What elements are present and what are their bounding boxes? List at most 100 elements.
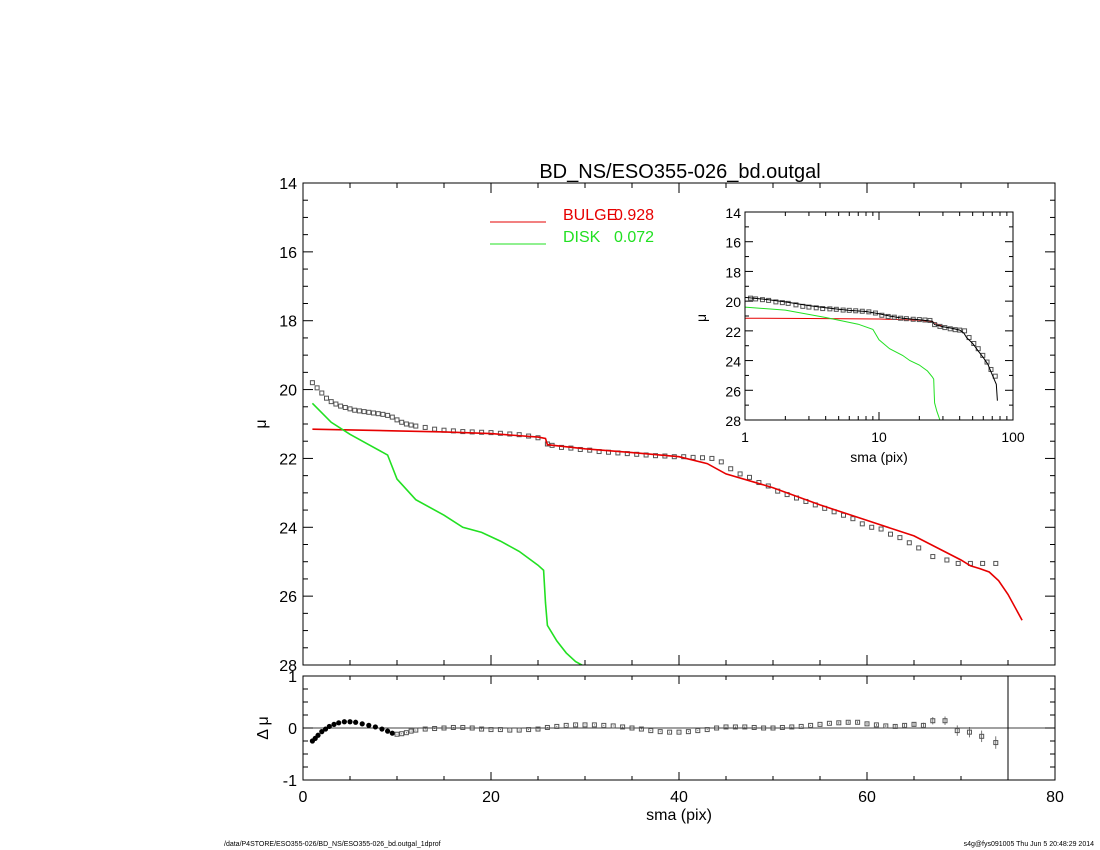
residual-point — [319, 729, 325, 735]
data-point — [944, 557, 950, 563]
footer-file-path: /data/P4STORE/ESO355-026/BD_NS/ESO355-02… — [224, 841, 441, 848]
data-point — [375, 411, 381, 417]
data-point — [389, 414, 395, 420]
y-axis-label: μ — [253, 419, 270, 428]
series-line-disk — [311, 402, 584, 665]
residual-point — [341, 719, 347, 725]
legend-label-disk: DISK — [563, 229, 601, 246]
residual-point — [993, 740, 999, 746]
residual-point — [789, 724, 795, 730]
inset-x-tick-label: 1 — [741, 429, 749, 445]
residual-point — [920, 722, 926, 728]
data-point — [366, 409, 372, 415]
residual-point — [601, 722, 607, 728]
residual-point — [911, 721, 917, 727]
data-point — [352, 407, 358, 413]
residual-point — [403, 730, 409, 736]
residual-point — [372, 724, 378, 730]
data-point — [516, 432, 522, 438]
inset-data-point — [984, 359, 990, 365]
residual-point — [883, 723, 889, 729]
residual-point — [526, 727, 532, 733]
residual-point — [582, 722, 588, 728]
residual-point — [732, 724, 738, 730]
resid-y-axis-label: Δ μ — [255, 716, 272, 739]
residual-point — [620, 724, 626, 730]
data-point — [718, 459, 724, 465]
resid-y-tick-label: -1 — [283, 773, 297, 790]
residual-point — [322, 726, 329, 732]
y-tick-label: 20 — [279, 383, 297, 400]
data-point — [460, 429, 466, 435]
data-point — [888, 531, 893, 537]
series-line-bulge — [312, 428, 1023, 621]
data-point — [587, 447, 593, 453]
data-point — [385, 412, 391, 418]
data-point — [324, 395, 329, 401]
data-point — [479, 429, 485, 435]
data-point — [737, 471, 743, 477]
inset-y-tick-label: 16 — [725, 235, 741, 251]
residual-point — [460, 724, 466, 730]
residual-point — [873, 722, 879, 728]
residual-point — [422, 726, 428, 732]
inset-data-point — [779, 300, 785, 306]
residual-point — [469, 725, 475, 731]
residual-point — [315, 732, 321, 738]
data-point — [314, 385, 320, 391]
x-tick-label: 60 — [858, 789, 876, 806]
inset-plot-area — [745, 295, 998, 420]
inset-frame — [744, 211, 1014, 421]
inset-background — [745, 212, 1013, 420]
residual-point — [966, 729, 972, 735]
data-point — [906, 540, 912, 546]
data-point — [347, 406, 353, 412]
residual-point — [497, 727, 503, 733]
data-point — [897, 535, 903, 541]
residual-point — [507, 727, 513, 733]
data-point — [930, 554, 936, 560]
inset-y-tick-label: 28 — [725, 413, 741, 429]
legend-value-bulge: 0.928 — [614, 207, 654, 224]
data-point — [544, 441, 550, 447]
data-point — [709, 455, 715, 461]
residual-point — [563, 722, 569, 728]
residual-point — [488, 727, 494, 733]
residual-point — [638, 726, 644, 732]
residual-point — [942, 718, 948, 724]
resid-plot-area — [309, 716, 999, 749]
residual-point — [742, 724, 748, 730]
residual-point — [979, 733, 985, 739]
data-point — [850, 516, 856, 522]
residual-point — [930, 718, 936, 724]
residual-point — [479, 726, 485, 732]
data-point — [859, 521, 865, 527]
inset-data-point — [785, 300, 791, 306]
residual-point — [413, 727, 419, 733]
data-point — [955, 560, 961, 566]
data-point — [328, 399, 334, 405]
residual-point — [591, 722, 597, 728]
residual-point — [385, 728, 391, 734]
residual-point — [723, 724, 729, 730]
residual-point — [826, 720, 832, 726]
data-point — [371, 410, 376, 416]
main-profile-panel: 14 16 18 20 22 24 26 28 μ — [253, 176, 1056, 675]
data-point — [469, 429, 475, 435]
data-point — [690, 454, 696, 460]
inset-y-tick-label: 22 — [725, 324, 741, 340]
main-plot-area — [309, 380, 1023, 665]
residual-point — [610, 723, 616, 729]
residual-point — [808, 722, 814, 728]
data-point — [916, 545, 922, 551]
inset-data-point — [820, 306, 826, 312]
data-point — [488, 430, 494, 436]
data-point — [432, 426, 438, 432]
residual-point — [761, 725, 767, 731]
legend-label-bulge: BULGE — [563, 207, 617, 224]
residual-point — [432, 726, 438, 732]
residual-point — [399, 731, 405, 737]
x-tick-label: 0 — [299, 789, 308, 806]
residual-point — [353, 719, 359, 725]
